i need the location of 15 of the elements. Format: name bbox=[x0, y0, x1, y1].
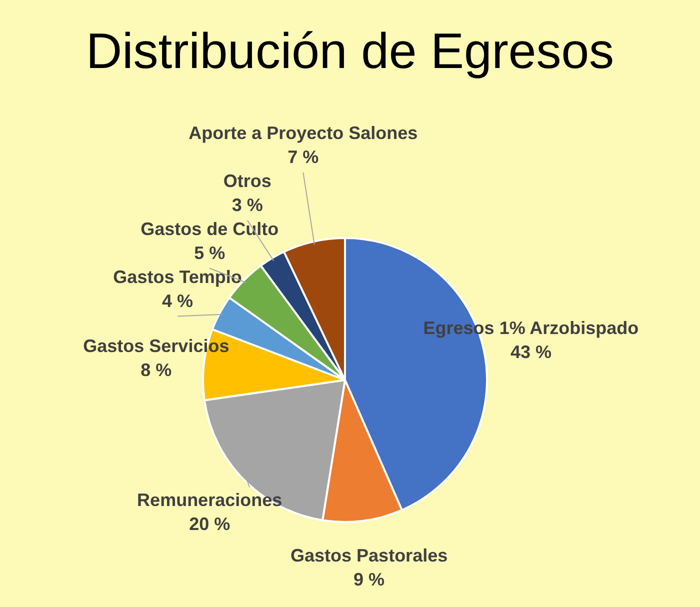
slice-label: Otros bbox=[223, 171, 272, 192]
slice-label: Aporte a Proyecto Salones bbox=[188, 123, 418, 144]
data-label: 3 % bbox=[232, 195, 263, 216]
data-label: 5 % bbox=[194, 243, 226, 264]
chart-title: Distribución de Egresos bbox=[84, 22, 616, 80]
slice-label: Gastos Pastorales bbox=[290, 545, 448, 566]
data-label: 4 % bbox=[162, 291, 194, 312]
data-label: 43 % bbox=[510, 342, 552, 362]
data-label: 7 % bbox=[288, 147, 319, 168]
data-label: 8 % bbox=[140, 360, 172, 380]
data-label: 20 % bbox=[189, 514, 230, 534]
slice-label: Gastos Templo bbox=[113, 267, 242, 288]
slice-label: Gastos de Culto bbox=[140, 219, 279, 240]
slice-label: Remuneraciones bbox=[137, 490, 282, 510]
data-label: 9 % bbox=[354, 569, 385, 590]
